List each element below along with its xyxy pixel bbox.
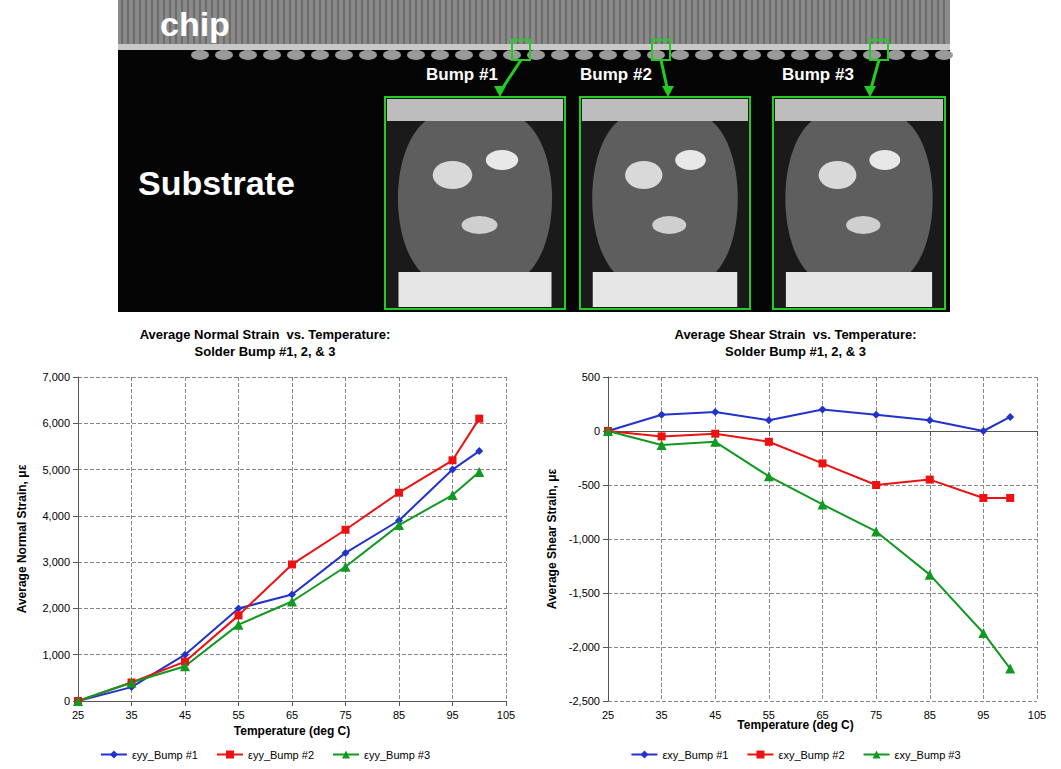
svg-text:εxy_Bump #2: εxy_Bump #2 <box>778 749 844 761</box>
svg-text:6,000: 6,000 <box>42 417 70 429</box>
svg-text:35: 35 <box>125 709 137 721</box>
svg-text:2,000: 2,000 <box>42 602 70 614</box>
svg-text:35: 35 <box>656 709 668 721</box>
svg-text:95: 95 <box>446 709 458 721</box>
svg-text:Substrate: Substrate <box>138 164 295 202</box>
svg-text:45: 45 <box>179 709 191 721</box>
svg-text:Average Normal Strain vs. Tem: Average Normal Strain vs. Temperature: <box>140 327 391 342</box>
svg-text:-1,500: -1,500 <box>569 587 600 599</box>
svg-text:0: 0 <box>64 695 70 707</box>
svg-text:Solder Bump #1, 2, & 3: Solder Bump #1, 2, & 3 <box>725 344 866 359</box>
svg-text:εyy_Bump #1: εyy_Bump #1 <box>132 749 198 761</box>
svg-text:65: 65 <box>286 709 298 721</box>
svg-text:0: 0 <box>594 425 600 437</box>
svg-text:25: 25 <box>72 709 84 721</box>
svg-text:Solder Bump #1, 2, & 3: Solder Bump #1, 2, & 3 <box>195 344 336 359</box>
svg-text:εxy_Bump #3: εxy_Bump #3 <box>895 749 961 761</box>
svg-text:25: 25 <box>602 709 614 721</box>
svg-text:3,000: 3,000 <box>42 556 70 568</box>
svg-text:εyy_Bump #3: εyy_Bump #3 <box>364 749 430 761</box>
svg-text:65: 65 <box>816 709 828 721</box>
svg-text:75: 75 <box>339 709 351 721</box>
svg-text:Bump #2: Bump #2 <box>580 65 652 84</box>
svg-text:85: 85 <box>924 709 936 721</box>
svg-text:Average Normal Strain, με: Average Normal Strain, με <box>15 464 29 613</box>
svg-text:-2,000: -2,000 <box>569 641 600 653</box>
svg-text:chip: chip <box>160 5 230 43</box>
svg-text:85: 85 <box>393 709 405 721</box>
svg-text:εxy_Bump #1: εxy_Bump #1 <box>662 749 728 761</box>
svg-text:4,000: 4,000 <box>42 510 70 522</box>
svg-text:95: 95 <box>977 709 989 721</box>
svg-text:7,000: 7,000 <box>42 371 70 383</box>
svg-text:Bump #1: Bump #1 <box>426 65 498 84</box>
svg-text:-500: -500 <box>578 479 600 491</box>
svg-text:Average Shear Strain vs. Temp: Average Shear Strain vs. Temperature: <box>674 327 916 342</box>
svg-text:500: 500 <box>582 371 600 383</box>
svg-text:Temperature (deg C): Temperature (deg C) <box>737 718 853 732</box>
svg-text:105: 105 <box>1028 709 1046 721</box>
svg-text:55: 55 <box>232 709 244 721</box>
svg-text:1,000: 1,000 <box>42 649 70 661</box>
svg-text:45: 45 <box>709 709 721 721</box>
svg-text:75: 75 <box>870 709 882 721</box>
svg-text:55: 55 <box>763 709 775 721</box>
svg-text:-1,000: -1,000 <box>569 533 600 545</box>
svg-text:Temperature (deg C): Temperature (deg C) <box>234 724 350 738</box>
svg-text:Bump #3: Bump #3 <box>782 65 854 84</box>
svg-text:5,000: 5,000 <box>42 464 70 476</box>
svg-text:-2,500: -2,500 <box>569 695 600 707</box>
svg-text:Average Shear Strain, με: Average Shear Strain, με <box>545 468 559 609</box>
svg-text:105: 105 <box>497 709 515 721</box>
svg-text:εyy_Bump #2: εyy_Bump #2 <box>248 749 314 761</box>
